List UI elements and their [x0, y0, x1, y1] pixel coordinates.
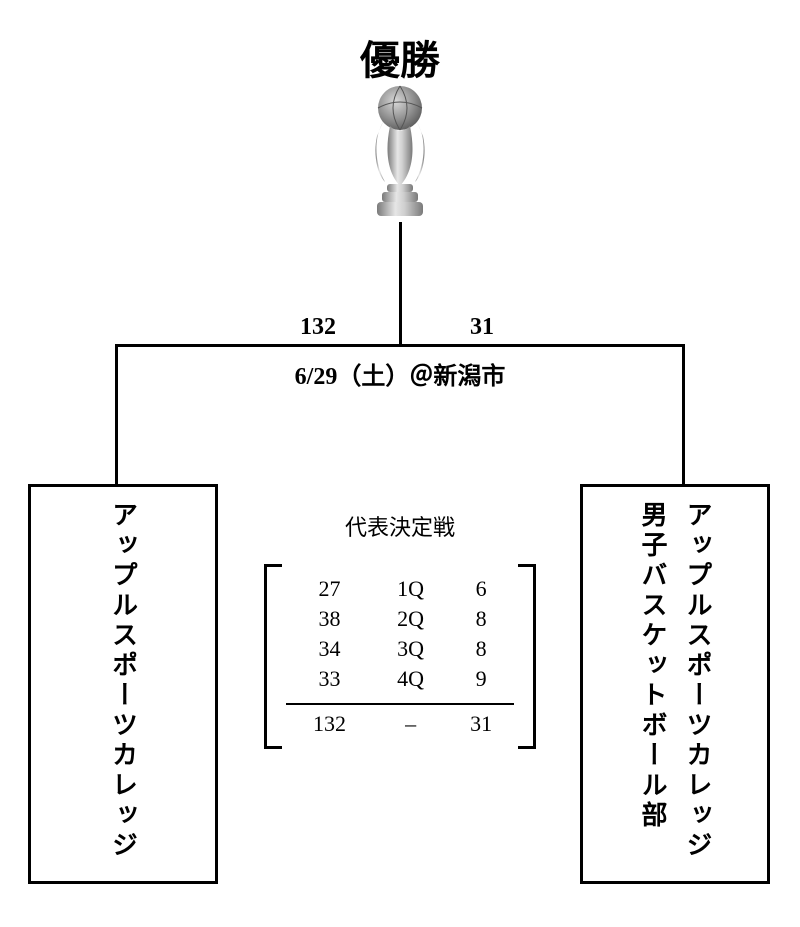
- final-score-left: 132: [300, 314, 336, 341]
- trophy-icon: [355, 82, 445, 222]
- bracket-left-icon: [264, 564, 282, 749]
- final-score-right: 31: [470, 314, 494, 341]
- table-row: 343Q8: [286, 634, 514, 664]
- team-name-right-line2: 男子バスケットボール部: [634, 501, 671, 831]
- quarter-score-panel: 代表決定戦 271Q6 382Q8 343Q8 334Q9 132 – 31: [260, 510, 540, 749]
- table-row-total: 132 – 31: [286, 704, 514, 739]
- champion-title: 優勝: [0, 28, 800, 86]
- match-date-location: 6/29（土）＠新潟市: [0, 356, 800, 391]
- bracket-line-vertical: [399, 222, 402, 344]
- table-row: 271Q6: [286, 574, 514, 604]
- bracket-right-icon: [518, 564, 536, 749]
- quarter-score-table: 271Q6 382Q8 343Q8 334Q9 132 – 31: [286, 564, 514, 749]
- team-name-right-line1: アップルスポーツカレッジ: [679, 501, 716, 861]
- team-box-right: 男子バスケットボール部 アップルスポーツカレッジ: [580, 484, 770, 884]
- team-name-left: アップルスポーツカレッジ: [105, 501, 142, 861]
- team-box-left: アップルスポーツカレッジ: [28, 484, 218, 884]
- panel-title: 代表決定戦: [260, 510, 540, 542]
- table-row: 382Q8: [286, 604, 514, 634]
- bracket-line-horizontal: [115, 344, 685, 347]
- table-row: 334Q9: [286, 664, 514, 694]
